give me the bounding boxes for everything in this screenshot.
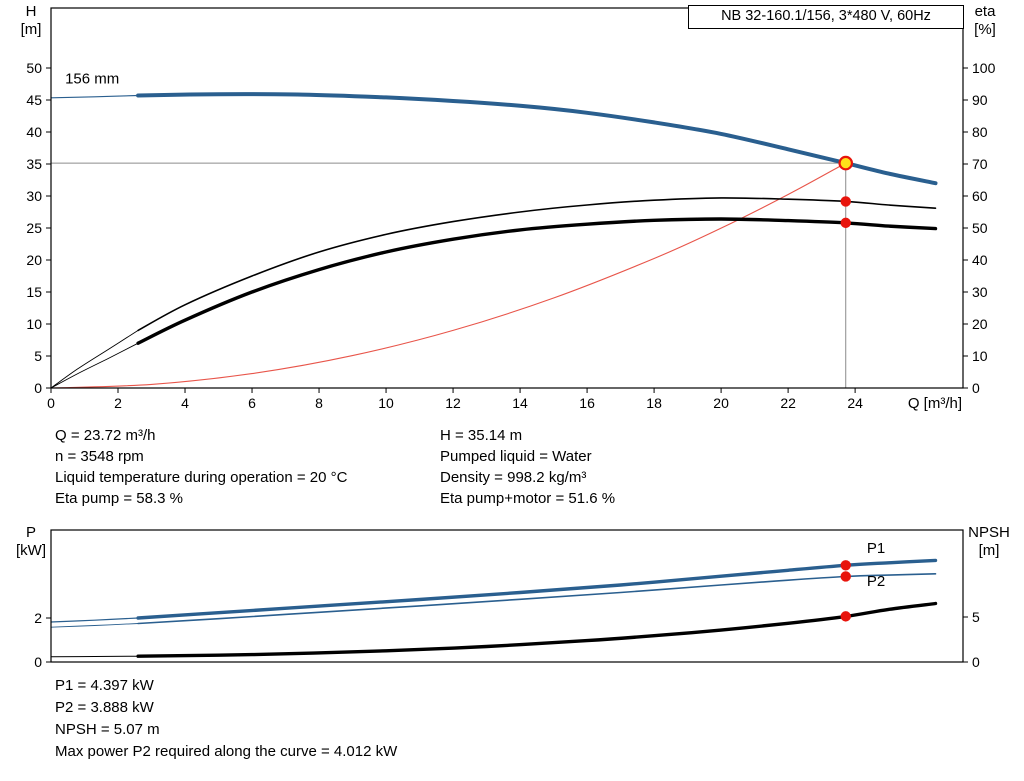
y-left-tick-label: 2 [34, 610, 42, 626]
npsh-axis-title: NPSH [m] [960, 524, 1018, 560]
curve-p1-power-lead [50, 617, 139, 623]
p-axis-title: P [kW] [11, 524, 51, 560]
x-tick-label: 22 [780, 395, 796, 411]
x-tick-label: 8 [315, 395, 323, 411]
hq-eta-chart-group: 0 2 4 6 8 10 12 14 16 18 20 22 240510152025303540455… [26, 7, 996, 411]
operating-data-right: H = 35.14 m Pumped liquid = Water Densit… [440, 425, 615, 509]
p-axis-name: P [25, 524, 36, 541]
x-tick-label: 4 [181, 395, 189, 411]
duty-value-dot [840, 560, 851, 571]
info-line-q: Q = 23.72 m³/h [55, 427, 156, 444]
power-npsh-chart-group: 0 2 0 5 P1 P2 [34, 529, 980, 670]
x-tick-label: 18 [646, 395, 662, 411]
h-axis-unit: [m] [20, 21, 42, 38]
info-line-p1: P1 = 4.397 kW [55, 677, 154, 694]
curve-head-curve-156mm-lead [50, 94, 139, 99]
x-tick-label: 10 [378, 395, 394, 411]
duty-value-dot [840, 196, 851, 207]
q-axis-title: Q [m³/h] [907, 395, 962, 412]
info-line-p2: P2 = 3.888 kW [55, 699, 154, 716]
y-right-tick-label: 0 [972, 380, 980, 396]
info-line-density: Density = 998.2 kg/m³ [440, 469, 587, 486]
curve-annotation: 156 mm [65, 70, 119, 87]
x-tick-label: 20 [713, 395, 729, 411]
y-right-tick-label: 80 [972, 124, 988, 140]
y-right-tick-label: 10 [972, 348, 988, 364]
eta-axis-unit: [%] [974, 21, 996, 38]
x-tick-label: 24 [847, 395, 863, 411]
curve-eta-pump-motor [136, 217, 938, 345]
x-tick-label: 0 [47, 395, 55, 411]
x-tick-label: 16 [579, 395, 595, 411]
curve-eta-pump [137, 197, 937, 332]
power-npsh-chart: 0 2 0 5 P1 P2 [34, 529, 980, 670]
info-line-max-power: Max power P2 required along the curve = … [55, 743, 398, 760]
curve-p2-power [137, 573, 937, 625]
info-line-speed: n = 3548 rpm [55, 448, 144, 465]
pump-model-box: NB 32-160.1/156, 3*480 V, 60Hz [688, 5, 964, 29]
x-tick-label: 6 [248, 395, 256, 411]
y-right-tick-label: 100 [972, 60, 996, 76]
info-line-npsh: NPSH = 5.07 m [55, 721, 160, 738]
result-data: P1 = 4.397 kW P2 = 3.888 kW NPSH = 5.07 … [55, 675, 397, 763]
y-left-tick-label: 15 [26, 284, 42, 300]
y-left-tick-label: 20 [26, 252, 42, 268]
info-line-temperature: Liquid temperature during operation = 20… [55, 469, 348, 486]
info-line-eta-pump-motor: Eta pump+motor = 51.6 % [440, 490, 616, 507]
y-right-tick-label: 30 [972, 284, 988, 300]
y-left-tick-label: 0 [34, 654, 42, 670]
y-right-tick-label: 20 [972, 316, 988, 332]
y-left-tick-label: 50 [26, 60, 42, 76]
duty-value-dot [840, 611, 851, 622]
eta-axis-title: eta [%] [963, 3, 1007, 39]
duty-value-dot [840, 571, 851, 582]
y-left-tick-label: 35 [26, 156, 42, 172]
y-right-tick-label: 70 [972, 156, 988, 172]
curve-eta-pump-lead [50, 330, 139, 389]
y-left-tick-label: 40 [26, 124, 42, 140]
curve-eta-pump-motor-lead [50, 342, 139, 389]
operating-data-left: Q = 23.72 m³/h n = 3548 rpm Liquid tempe… [55, 425, 347, 509]
curve-p1-power [136, 558, 938, 620]
x-tick-label: 2 [114, 395, 122, 411]
npsh-axis-unit: [m] [978, 542, 1000, 559]
plot-frame [50, 7, 964, 389]
curve-head-curve-156mm [136, 92, 938, 186]
y-left-tick-label: 5 [34, 348, 42, 364]
curve-system-curve [50, 162, 847, 389]
y-right-tick-label: 90 [972, 92, 988, 108]
y-right-tick-label: 50 [972, 220, 988, 236]
x-tick-label: 12 [445, 395, 461, 411]
info-line-liquid: Pumped liquid = Water [440, 448, 592, 465]
h-axis-name: H [25, 3, 37, 20]
npsh-axis-name: NPSH [968, 524, 1010, 541]
operating-point-marker [838, 155, 854, 171]
y-left-tick-label: 10 [26, 316, 42, 332]
curve-npsh-curve-lead [50, 655, 139, 658]
p-axis-unit: [kW] [16, 542, 46, 559]
h-axis-title: H [m] [11, 3, 51, 39]
curve-annotation: P1 [867, 540, 885, 557]
hq-eta-chart: 0 2 4 6 8 10 12 14 16 18 20 22 240510152025303540455… [26, 7, 996, 411]
y-left-tick-label: 25 [26, 220, 42, 236]
y-right-tick-label: 40 [972, 252, 988, 268]
info-line-eta-pump: Eta pump = 58.3 % [55, 490, 183, 507]
info-line-head: H = 35.14 m [440, 427, 523, 444]
x-tick-label: 14 [512, 395, 528, 411]
y-left-tick-label: 30 [26, 188, 42, 204]
eta-axis-name: eta [974, 3, 996, 20]
y-right-tick-label: 0 [972, 654, 980, 670]
duty-value-dot [840, 217, 851, 229]
y-left-tick-label: 45 [26, 92, 42, 108]
curve-p2-power-lead [50, 623, 139, 628]
y-right-tick-label: 60 [972, 188, 988, 204]
y-left-tick-label: 0 [34, 380, 42, 396]
plot-frame [50, 529, 964, 663]
curve-annotation: P2 [867, 573, 885, 590]
y-right-tick-label: 5 [972, 609, 980, 625]
